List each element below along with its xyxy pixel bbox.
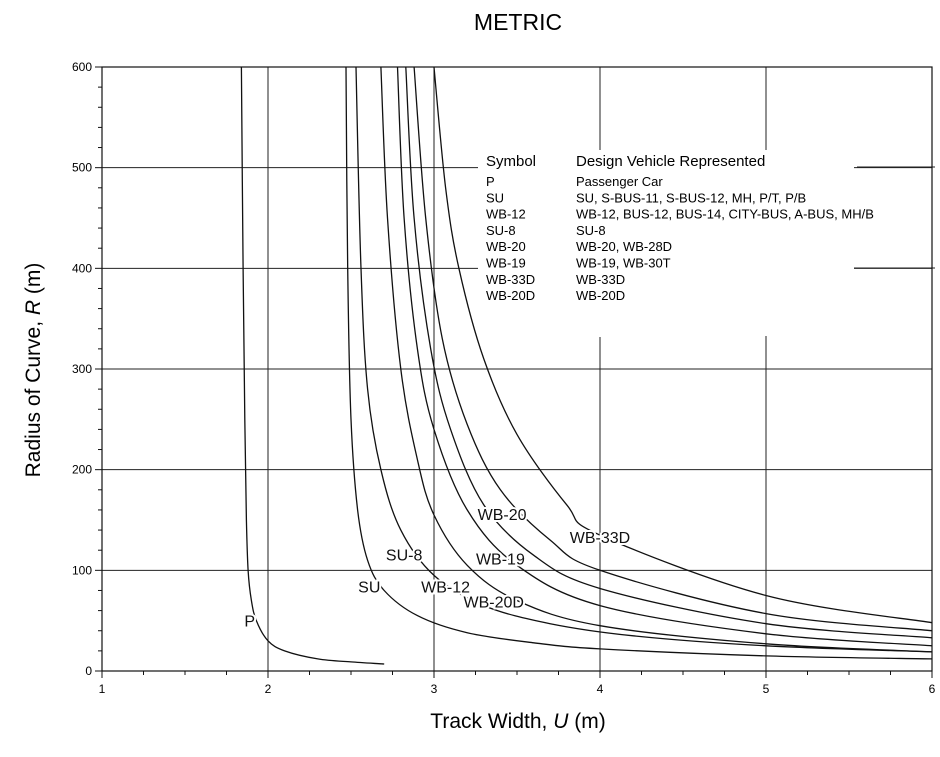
legend-header-symbol: Symbol: [486, 153, 536, 170]
legend-symbol: SU: [486, 190, 504, 205]
curve-label-wb-12: WB-12: [421, 579, 470, 596]
curve-wb-20d: [396, 66, 933, 647]
x-axis-label-suffix: (m): [568, 710, 605, 733]
x-tick-label: 3: [431, 682, 438, 696]
curve-label-wb-20d: WB-20D: [464, 595, 524, 612]
legend-symbol: WB-20D: [486, 288, 535, 303]
curve-label-wb-19: WB-19: [476, 551, 525, 568]
curve-label-wb-20: WB-20: [478, 507, 527, 524]
x-axis-label-prefix: Track Width,: [430, 710, 553, 733]
x-axis-label-var: U: [553, 710, 569, 733]
axis-ticks: 1 2 3 4 5 6 0 100 200 300 400 500 600: [72, 60, 936, 696]
curve-su: [345, 66, 933, 660]
curve-label-su: SU: [358, 579, 380, 596]
y-tick-label: 600: [72, 60, 92, 74]
legend-symbol: WB-33D: [486, 272, 535, 287]
x-axis-label: Track Width, U (m): [430, 710, 605, 733]
y-tick-label: 200: [72, 463, 92, 477]
legend-vehicles: WB-20, WB-28D: [576, 239, 672, 254]
x-tick-label: 2: [265, 682, 272, 696]
legend-symbol: WB-12: [486, 207, 526, 222]
legend-background: [478, 150, 854, 336]
curve-wb-19: [405, 66, 933, 639]
curve-su-8: [355, 66, 933, 653]
x-tick-label: 6: [929, 682, 936, 696]
y-tick-label: 400: [72, 261, 92, 275]
curve-p: [240, 66, 385, 665]
legend: Symbol Design Vehicle Represented P Passeng…: [478, 150, 874, 336]
y-tick-label: 300: [72, 362, 92, 376]
y-axis-label-var: R: [22, 300, 45, 315]
legend-symbol: WB-20: [486, 239, 526, 254]
curves: [240, 66, 933, 665]
curve-label-p: P: [244, 614, 255, 631]
legend-symbol: P: [486, 174, 495, 189]
x-tick-label: 1: [99, 682, 106, 696]
legend-vehicles: SU, S-BUS-11, S-BUS-12, MH, P/T, P/B: [576, 190, 806, 205]
y-tick-label: 0: [85, 664, 92, 678]
y-tick-label: 500: [72, 161, 92, 175]
legend-vehicles: WB-19, WB-30T: [576, 256, 671, 271]
curve-label-wb-33d: WB-33D: [570, 530, 630, 547]
chart-title: METRIC: [474, 9, 562, 35]
x-tick-label: 5: [763, 682, 770, 696]
legend-symbol: WB-19: [486, 256, 526, 271]
legend-vehicles: WB-33D: [576, 272, 625, 287]
curve-label-su-8: SU-8: [386, 547, 423, 564]
curve-wb-12: [380, 66, 933, 653]
x-tick-label: 4: [597, 682, 604, 696]
y-axis-label: Radius of Curve, R (m): [22, 263, 45, 478]
plot-frame: [101, 66, 933, 672]
legend-vehicles: WB-12, BUS-12, BUS-14, CITY-BUS, A-BUS, …: [576, 207, 874, 222]
y-axis-label-suffix: (m): [22, 263, 45, 300]
legend-header-vehicle: Design Vehicle Represented: [576, 153, 765, 170]
legend-vehicles: WB-20D: [576, 288, 625, 303]
curve-wb-33d: [433, 66, 933, 624]
legend-symbol: SU-8: [486, 223, 516, 238]
y-tick-label: 100: [72, 563, 92, 577]
curve-wb-20: [413, 66, 933, 632]
legend-vehicles: Passenger Car: [576, 174, 663, 189]
y-axis-label-prefix: Radius of Curve,: [22, 315, 45, 477]
legend-vehicles: SU-8: [576, 223, 606, 238]
